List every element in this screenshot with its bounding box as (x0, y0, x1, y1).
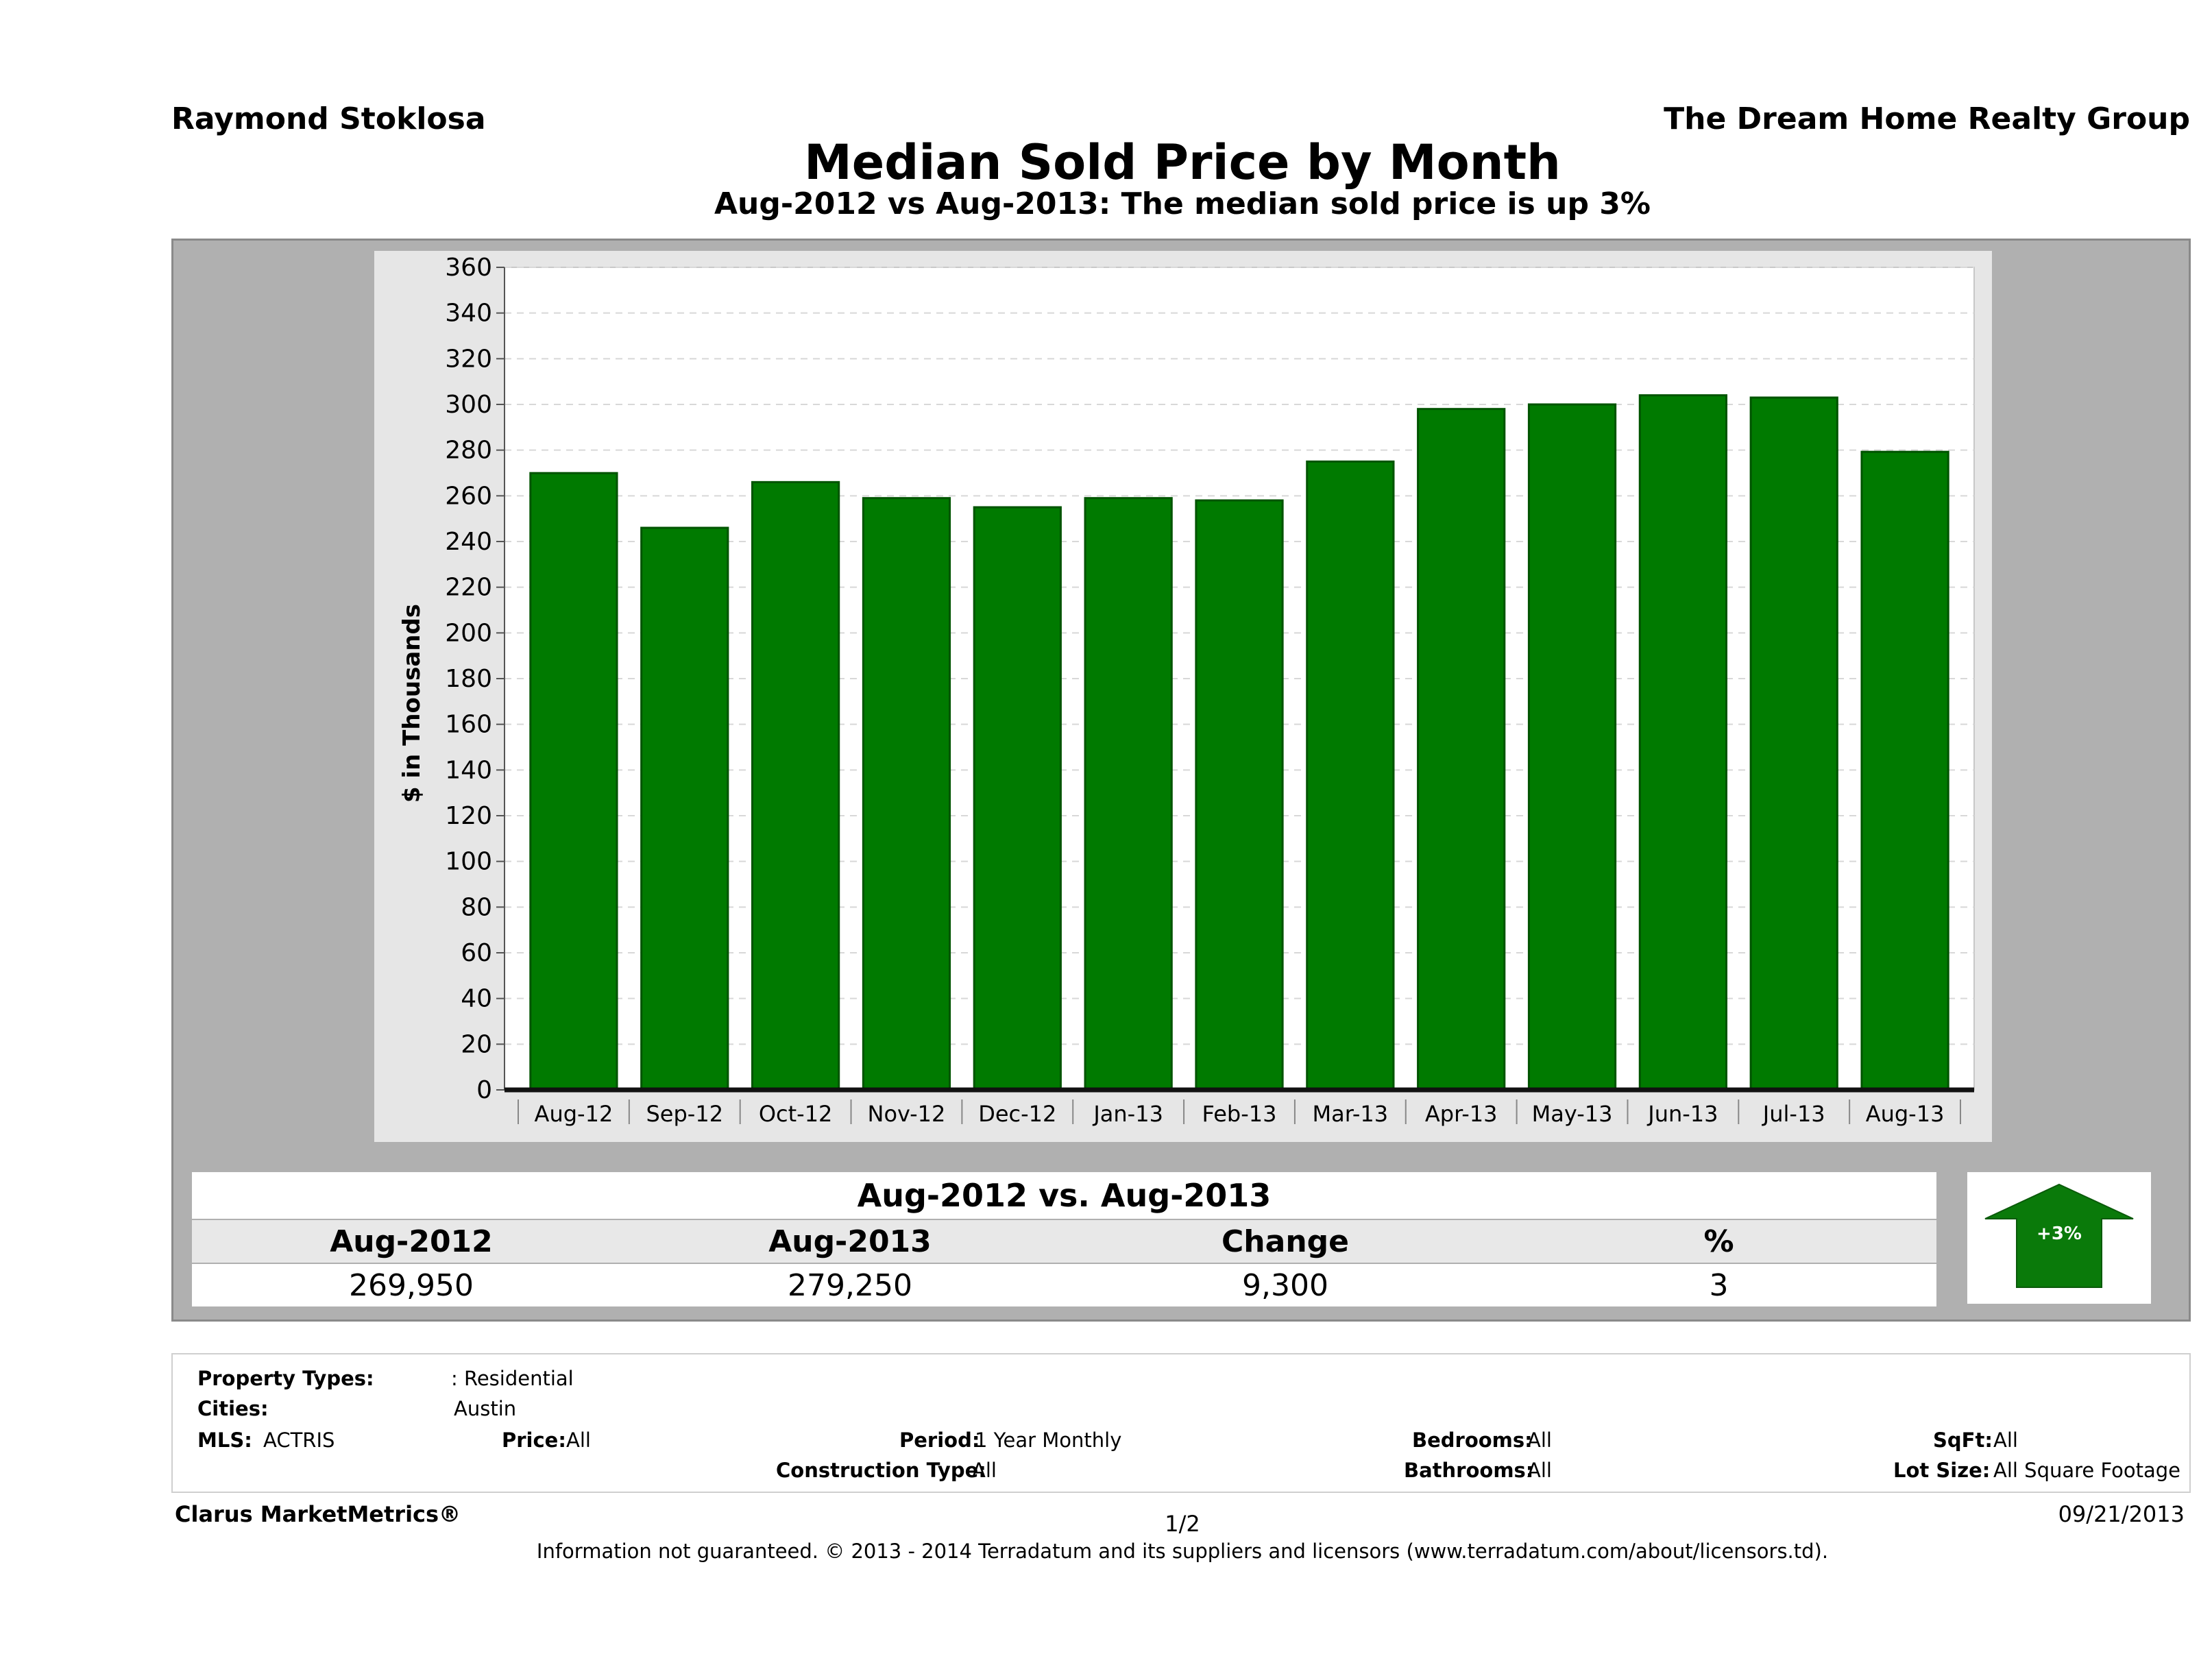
bar-jan-13 (1084, 497, 1173, 1091)
y-tick-label: 40 (461, 985, 492, 1013)
chart-title: Median Sold Price by Month (804, 134, 1561, 191)
lot-size-label: Lot Size: (1893, 1459, 1991, 1482)
bar-feb-13 (1195, 499, 1284, 1091)
value-aug-2013: 279,250 (788, 1267, 912, 1303)
x-tick-label: Aug-12 (535, 1101, 613, 1127)
mls-label: MLS: (197, 1428, 252, 1452)
y-tick-label: 140 (445, 756, 492, 784)
bathrooms-value: All (1527, 1459, 1552, 1482)
lot-size-value: All Square Footage (1993, 1459, 2181, 1482)
value-percent: 3 (1709, 1267, 1729, 1303)
period-label: Period: (899, 1428, 980, 1452)
x-tick-label: Dec-12 (978, 1101, 1056, 1127)
x-tick-label: Mar-13 (1313, 1101, 1389, 1127)
sqft-value: All (1993, 1428, 2018, 1452)
y-tick-label: 280 (445, 437, 492, 465)
x-tick-label: Jul-13 (1762, 1101, 1825, 1127)
y-tick-label: 260 (445, 482, 492, 510)
y-tick-label: 240 (445, 528, 492, 556)
cities-label: Cities: (197, 1397, 269, 1420)
y-tick-label: 100 (445, 848, 492, 876)
x-tick-label: Jun-13 (1646, 1101, 1718, 1127)
y-tick-label: 340 (445, 300, 492, 328)
change-badge: +3% (1967, 1172, 2151, 1304)
bedrooms-value: All (1527, 1428, 1552, 1452)
cities-value: Austin (454, 1397, 517, 1420)
y-tick-label: 200 (445, 619, 492, 647)
construction-type-value: All (972, 1459, 997, 1482)
bathrooms-label: Bathrooms: (1404, 1459, 1534, 1482)
construction-type-label: Construction Type: (776, 1459, 986, 1482)
header-change: Change (1222, 1224, 1349, 1259)
x-tick-label: Nov-12 (868, 1101, 946, 1127)
bar-aug-13 (1860, 450, 1949, 1091)
page-number: 1/2 (1165, 1511, 1200, 1537)
bar-jul-13 (1749, 396, 1838, 1091)
y-tick-label: 180 (445, 665, 492, 693)
bar-nov-12 (862, 497, 951, 1091)
y-tick-label: 220 (445, 574, 492, 602)
bar-dec-12 (973, 506, 1062, 1091)
bedrooms-label: Bedrooms: (1412, 1428, 1533, 1452)
y-tick-label: 160 (445, 711, 492, 739)
comparison-title-row: Aug-2012 vs. Aug-2013 (192, 1172, 1936, 1219)
chart-subtitle: Aug-2012 vs Aug-2013: The median sold pr… (714, 186, 1651, 221)
header-aug-2013: Aug-2013 (768, 1224, 932, 1259)
y-tick-label: 60 (461, 939, 492, 967)
header-aug-2012: Aug-2012 (330, 1224, 493, 1259)
agent-name: Raymond Stoklosa (171, 101, 486, 136)
disclaimer: Information not guaranteed. © 2013 - 201… (536, 1540, 1829, 1563)
search-criteria: Property Types: : Residential Cities: Au… (171, 1353, 2191, 1493)
footer-brand: Clarus MarketMetrics® (175, 1501, 461, 1527)
comparison-title: Aug-2012 vs. Aug-2013 (857, 1177, 1272, 1214)
x-tick-label: Sep-12 (646, 1101, 723, 1127)
bar-may-13 (1527, 403, 1617, 1091)
x-tick-label: May-13 (1532, 1101, 1613, 1127)
mls-value: ACTRIS (263, 1428, 335, 1452)
bar-jun-13 (1638, 394, 1728, 1091)
value-aug-2012: 269,950 (349, 1267, 474, 1303)
comparison-values-row: 269,950 279,250 9,300 3 (192, 1264, 1936, 1306)
bars (529, 394, 1949, 1091)
y-tick-label: 0 (476, 1076, 492, 1104)
y-tick-label: 300 (445, 391, 492, 419)
bar-chart: 0 20 40 60 80 100 120 140 160 180 200 220 240 260 280 3… (398, 254, 1975, 1127)
price-value: All (566, 1428, 591, 1452)
x-axis-ticks: Aug-12 Sep-12 Oct-12 Nov-12 Dec-12 Jan-13 Feb-… (505, 1087, 1974, 1127)
y-axis-label: $ in Thousands (398, 604, 426, 803)
y-tick-label: 320 (445, 345, 492, 373)
period-value: 1 Year Monthly (975, 1428, 1122, 1452)
up-arrow-icon: +3% (1984, 1183, 2134, 1288)
property-types-label: Property Types: (197, 1367, 374, 1390)
bar-sep-12 (640, 526, 729, 1091)
company-name: The Dream Home Realty Group (1664, 101, 2190, 136)
price-label: Price: (502, 1428, 566, 1452)
header-percent: % (1703, 1224, 1734, 1259)
report-date: 09/21/2013 (2058, 1501, 2185, 1527)
bar-mar-13 (1306, 460, 1395, 1091)
value-change: 9,300 (1242, 1267, 1328, 1303)
property-types-value: : Residential (451, 1367, 574, 1390)
bar-aug-12 (529, 472, 618, 1091)
x-tick-label: Aug-13 (1866, 1101, 1945, 1127)
x-tick-label: Oct-12 (759, 1101, 833, 1127)
y-tick-label: 120 (445, 802, 492, 830)
comparison-table: Aug-2012 vs. Aug-2013 Aug-2012 Aug-2013 … (192, 1172, 1936, 1306)
y-tick-label: 360 (445, 254, 492, 282)
bar-oct-12 (751, 481, 840, 1091)
x-tick-label: Jan-13 (1092, 1101, 1163, 1127)
change-badge-label: +3% (2037, 1224, 2082, 1244)
y-axis-ticks: 0 20 40 60 80 100 120 140 160 180 200 220 240 260 280 3… (445, 254, 505, 1104)
y-tick-label: 80 (461, 893, 492, 921)
x-tick-label: Apr-13 (1425, 1101, 1498, 1127)
x-tick-label: Feb-13 (1202, 1101, 1277, 1127)
bar-apr-13 (1417, 408, 1506, 1091)
sqft-label: SqFt: (1933, 1428, 1993, 1452)
comparison-header-row: Aug-2012 Aug-2013 Change % (192, 1220, 1936, 1263)
y-tick-label: 20 (461, 1030, 492, 1058)
